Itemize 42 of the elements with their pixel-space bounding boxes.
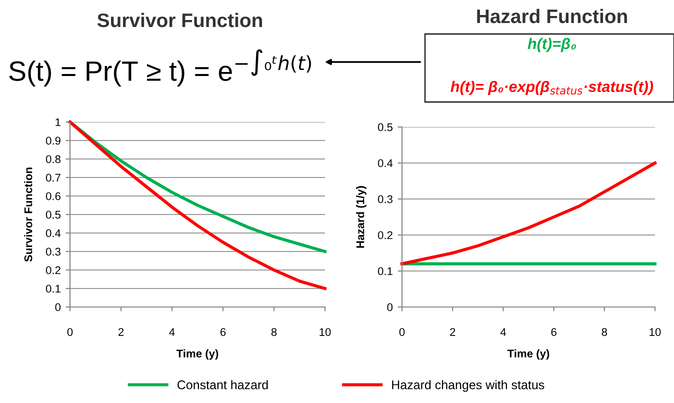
y-tick-label: 0.4 xyxy=(378,159,393,168)
y-tick-label: 0.2 xyxy=(378,231,392,240)
y-tick-label: 1 xyxy=(56,118,60,126)
x-axis-title: Time (y) xyxy=(507,349,550,360)
text: S(t) = Pr(T ≥ t) = e$^{−∫₀ᵗh(t)}$ xyxy=(9,49,312,86)
y-tick-label: 0.9 xyxy=(46,136,60,145)
y-tick-label: 0.8 xyxy=(46,155,60,164)
y-tick-label: 0.3 xyxy=(46,248,60,256)
y-tick-label: 0.3 xyxy=(378,195,392,204)
y-tick-label: 0.7 xyxy=(46,174,60,182)
text: Survivor Function xyxy=(24,168,32,262)
legend-label: Constant hazard xyxy=(178,380,268,390)
x-axis-title: Time (y) xyxy=(176,349,218,360)
x-tick-label: 4 xyxy=(169,328,175,336)
line-series xyxy=(68,120,327,290)
x-tick-label: 0 xyxy=(399,328,405,336)
chart-title: Hazard Function xyxy=(477,8,627,24)
text: h(t)=β₀ xyxy=(528,38,576,52)
y-tick-label: 0.5 xyxy=(46,210,61,219)
x-tick-label: 8 xyxy=(602,328,608,336)
line-series xyxy=(400,161,657,266)
legend-label: Hazard changes with status xyxy=(392,380,544,392)
y-axis-title: Hazard (1/y) xyxy=(356,186,366,248)
y-axis-title: Survivor Function xyxy=(97,12,262,28)
x-tick-label: 8 xyxy=(271,328,277,336)
y-tick-label: 0.6 xyxy=(46,192,60,200)
x-tick-label: 6 xyxy=(220,328,226,336)
x-tick-label: 2 xyxy=(450,328,456,336)
y-tick-label: 0.1 xyxy=(46,284,60,293)
x-tick-label: 4 xyxy=(500,328,506,336)
x-tick-label: 2 xyxy=(118,328,124,336)
y-tick-label: 0 xyxy=(55,303,61,312)
y-tick-label: 0 xyxy=(387,303,393,312)
y-tick-label: 0.5 xyxy=(378,123,393,132)
y-tick-label: 0.4 xyxy=(46,229,61,238)
x-tick-label: 0 xyxy=(67,328,73,336)
y-tick-label: 0.2 xyxy=(46,266,60,274)
x-tick-label: 10 xyxy=(650,328,661,336)
text: h(t)= β₀·exp(β$_{status}$·status(t)) xyxy=(450,80,654,96)
x-tick-label: 6 xyxy=(551,328,556,336)
y-tick-label: 0.1 xyxy=(378,267,392,276)
x-tick-label: 10 xyxy=(320,328,331,336)
